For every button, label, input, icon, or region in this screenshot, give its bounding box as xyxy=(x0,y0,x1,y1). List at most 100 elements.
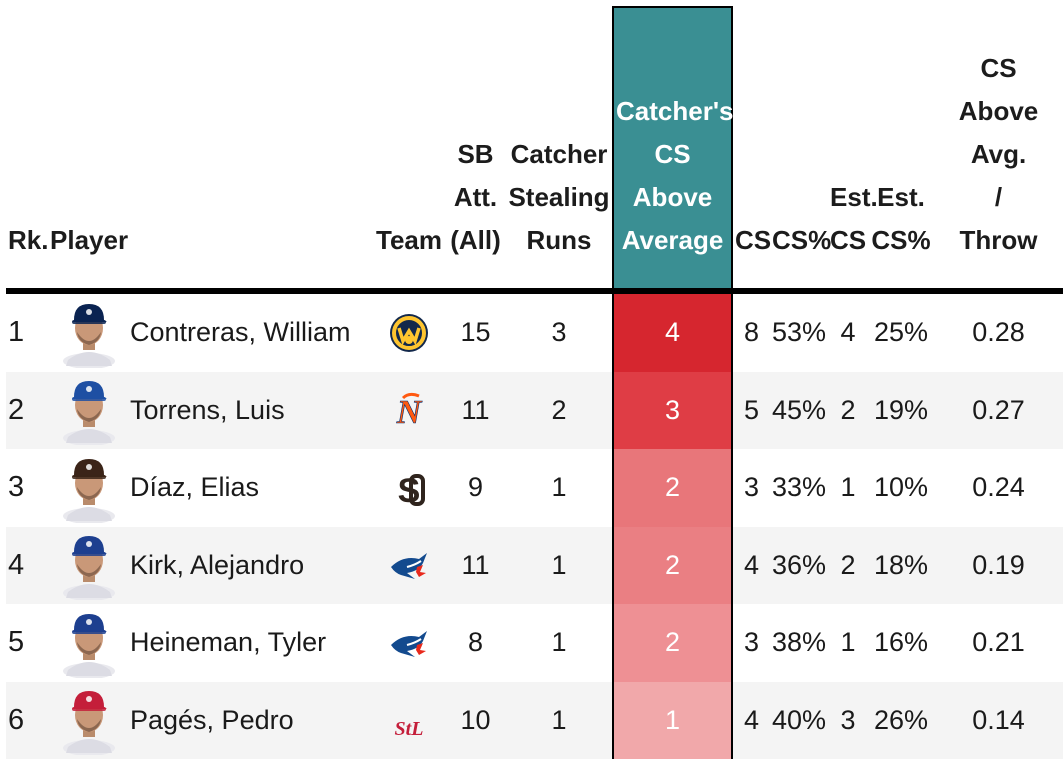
est-cs-cell: 3 xyxy=(828,682,868,759)
est-cs-pct-cell: 16% xyxy=(868,604,934,682)
cs-above-avg-per-throw-cell: 0.24 xyxy=(934,449,1063,527)
header-line: Runs xyxy=(527,225,592,255)
header-line: CS xyxy=(980,53,1016,83)
sb-att-cell: 11 xyxy=(445,372,506,450)
header-line: / xyxy=(995,182,1002,212)
cs-cell: 4 xyxy=(732,682,770,759)
rank-cell: 4 xyxy=(6,527,48,605)
header-line: CS xyxy=(654,139,690,169)
player-name[interactable]: Pagés, Pedro xyxy=(130,682,373,759)
player-name[interactable]: Torrens, Luis xyxy=(130,372,373,450)
player-headshot xyxy=(60,298,118,368)
header-cs-pct[interactable]: CS% xyxy=(770,7,828,291)
cs-cell: 3 xyxy=(732,449,770,527)
player-name[interactable]: Heineman, Tyler xyxy=(130,604,373,682)
player-name[interactable]: Contreras, William xyxy=(130,291,373,372)
cs-pct-cell: 36% xyxy=(770,527,828,605)
est-cs-pct-cell: 18% xyxy=(868,527,934,605)
header-cs[interactable]: CS xyxy=(732,7,770,291)
brewers-logo xyxy=(389,313,429,353)
est-cs-cell: 2 xyxy=(828,372,868,450)
cs-pct-cell: 33% xyxy=(770,449,828,527)
rank-cell: 6 xyxy=(6,682,48,759)
catcher-stealing-runs-cell: 1 xyxy=(506,449,613,527)
catcher-stealing-runs-cell: 1 xyxy=(506,527,613,605)
header-line: Avg. xyxy=(971,139,1026,169)
est-cs-cell: 1 xyxy=(828,604,868,682)
header-player[interactable]: Player xyxy=(48,7,373,291)
cs-cell: 8 xyxy=(732,291,770,372)
cs-pct-cell: 40% xyxy=(770,682,828,759)
header-line: Est. xyxy=(877,182,925,212)
cs-above-avg-per-throw-cell: 0.21 xyxy=(934,604,1063,682)
cs-above-average-cell: 2 xyxy=(613,449,732,527)
team-logo-cell xyxy=(373,291,445,372)
team-logo-cell: N xyxy=(373,372,445,450)
team-logo-cell xyxy=(373,527,445,605)
catcher-stealing-runs-cell: 2 xyxy=(506,372,613,450)
player-headshot xyxy=(60,608,118,678)
headshot-cell xyxy=(48,291,130,372)
est-cs-pct-cell: 25% xyxy=(868,291,934,372)
team-logo-cell: StL xyxy=(373,682,445,759)
headshot-cell xyxy=(48,372,130,450)
header-line: Average xyxy=(622,225,724,255)
header-line: Catcher's xyxy=(616,96,733,126)
est-cs-pct-cell: 19% xyxy=(868,372,934,450)
cs-pct-cell: 45% xyxy=(770,372,828,450)
cs-above-average-cell: 2 xyxy=(613,527,732,605)
cs-above-average-cell: 2 xyxy=(613,604,732,682)
player-headshot xyxy=(60,453,118,523)
team-logo-cell: S xyxy=(373,449,445,527)
player-name[interactable]: Díaz, Elias xyxy=(130,449,373,527)
header-line: CS% xyxy=(871,225,930,255)
cs-above-avg-per-throw-cell: 0.28 xyxy=(934,291,1063,372)
catcher-stealing-runs-cell: 3 xyxy=(506,291,613,372)
headshot-cell xyxy=(48,449,130,527)
sb-att-cell: 10 xyxy=(445,682,506,759)
header-cs-above-avg-per-throw[interactable]: CS Above Avg. / Throw xyxy=(934,7,1063,291)
rank-cell: 1 xyxy=(6,291,48,372)
padres-logo: S xyxy=(389,468,429,508)
header-line: Above xyxy=(959,96,1038,126)
sb-att-cell: 11 xyxy=(445,527,506,605)
blue-jays-logo xyxy=(389,623,429,663)
header-team[interactable]: Team xyxy=(373,7,445,291)
header-line: Stealing xyxy=(508,182,609,212)
header-line: SB xyxy=(457,139,493,169)
header-line: Att. xyxy=(454,182,497,212)
header-est-cs-pct[interactable]: Est. CS% xyxy=(868,7,934,291)
player-name[interactable]: Kirk, Alejandro xyxy=(130,527,373,605)
header-line: Est. xyxy=(830,182,878,212)
header-rank[interactable]: Rk. xyxy=(6,7,48,291)
player-headshot xyxy=(60,530,118,600)
cs-above-average-cell: 4 xyxy=(613,291,732,372)
blue-jays-logo xyxy=(389,545,429,585)
est-cs-cell: 2 xyxy=(828,527,868,605)
sb-att-cell: 9 xyxy=(445,449,506,527)
svg-text:N: N xyxy=(396,394,423,430)
team-logo-cell xyxy=(373,604,445,682)
est-cs-pct-cell: 10% xyxy=(868,449,934,527)
est-cs-cell: 4 xyxy=(828,291,868,372)
headshot-cell xyxy=(48,527,130,605)
cs-pct-cell: 53% xyxy=(770,291,828,372)
cs-pct-cell: 38% xyxy=(770,604,828,682)
header-est-cs[interactable]: Est.CS xyxy=(828,7,868,291)
rank-cell: 5 xyxy=(6,604,48,682)
header-line: Throw xyxy=(960,225,1038,255)
rank-cell: 2 xyxy=(6,372,48,450)
sb-att-cell: 8 xyxy=(445,604,506,682)
cs-cell: 3 xyxy=(732,604,770,682)
cs-above-avg-per-throw-cell: 0.27 xyxy=(934,372,1063,450)
